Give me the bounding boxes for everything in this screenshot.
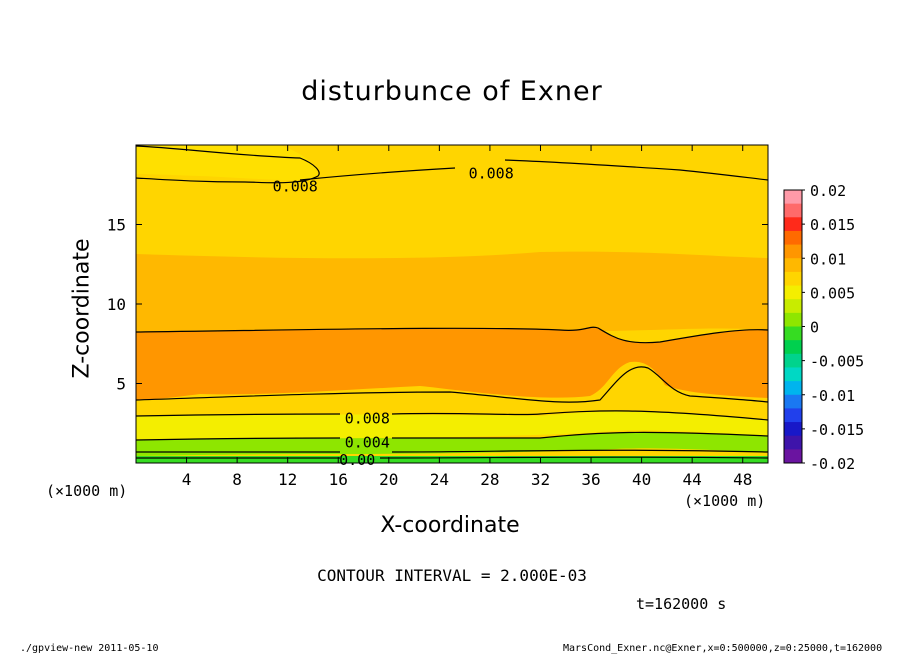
contour-fills xyxy=(136,145,768,463)
contour-label-2: 0.008 xyxy=(345,409,390,427)
contour-line-top-mid xyxy=(299,167,456,181)
colorbar-swatch-4 xyxy=(784,244,802,259)
colorbar-label-7: -0.015 xyxy=(810,421,864,439)
fill-band-0010 xyxy=(136,327,768,400)
contour-line-0002 xyxy=(136,449,769,453)
colorbar-label-3: 0.005 xyxy=(810,284,855,302)
contour-line-0004-left xyxy=(135,437,341,441)
x-tick-label-20: 20 xyxy=(379,470,398,489)
x-tick-label-32: 32 xyxy=(531,470,550,489)
x-tick-label-24: 24 xyxy=(430,470,449,489)
contour-line-0004-right xyxy=(391,431,769,439)
x-tick-label-16: 16 xyxy=(329,470,348,489)
colorbar-swatch-1 xyxy=(784,203,802,218)
y-tick-label-10: 10 xyxy=(107,295,126,314)
colorbar-swatch-0 xyxy=(784,190,802,205)
chart-title: disturbunce of Exner xyxy=(301,76,603,107)
footer-left: ./gpview-new 2011-05-10 xyxy=(20,643,159,654)
x-tick-label-44: 44 xyxy=(683,470,702,489)
contour-interval-note: CONTOUR INTERVAL = 2.000E-03 xyxy=(317,566,587,585)
x-tick-label-12: 12 xyxy=(278,470,297,489)
colorbar-label-6: -0.01 xyxy=(810,387,855,405)
colorbar-swatch-2 xyxy=(784,217,802,232)
colorbar-swatch-6 xyxy=(784,271,802,287)
colorbar-swatch-11 xyxy=(784,340,802,355)
colorbar-swatch-7 xyxy=(784,285,802,300)
colorbar-label-8: -0.02 xyxy=(810,455,855,473)
colorbar-swatch-12 xyxy=(784,353,802,368)
colorbar-label-4: 0 xyxy=(810,319,819,337)
colorbar-swatch-17 xyxy=(784,422,802,437)
colorbar-swatch-9 xyxy=(784,312,802,327)
contour-label-3: 0.004 xyxy=(345,433,390,451)
footer-right: MarsCond_Exner.nc@Exner,x=0:500000,z=0:2… xyxy=(563,643,883,654)
fill-band-0006 xyxy=(136,392,768,420)
contour-line-0010 xyxy=(135,326,769,344)
contour-label-4: 0.00 xyxy=(339,451,375,469)
colorbar-swatch-13 xyxy=(784,367,802,382)
time-stamp: t=162000 s xyxy=(636,595,727,613)
colorbar-swatch-5 xyxy=(784,258,802,273)
x-tick-label-4: 4 xyxy=(182,470,192,489)
colorbar-label-5: -0.005 xyxy=(810,353,864,371)
colorbar-swatch-14 xyxy=(784,381,802,396)
x-tick-label-36: 36 xyxy=(581,470,600,489)
colorbar-label-2: 0.01 xyxy=(810,250,846,268)
x-tick-label-28: 28 xyxy=(480,470,499,489)
fill-band-0000 xyxy=(136,456,768,463)
contour-line-0008-right xyxy=(391,410,769,421)
x-tick-label-40: 40 xyxy=(632,470,651,489)
colorbar: 0.02 0.015 0.01 0.005 0 -0.005 -0.01 -0.015 -0.0… xyxy=(783,182,864,473)
contour-line-top-right xyxy=(504,159,769,181)
contour-line-0010-lower xyxy=(135,366,769,403)
colorbar-label-0: 0.02 xyxy=(810,182,846,200)
colorbar-swatch-15 xyxy=(784,394,802,409)
colorbar-swatch-10 xyxy=(784,326,802,341)
x-axis-label: X-coordinate xyxy=(380,513,520,538)
x-unit-left: (×1000 m) xyxy=(46,482,128,500)
contour-line-top-left xyxy=(135,145,320,184)
fill-top-patch xyxy=(136,145,319,181)
fill-band-0012 xyxy=(136,251,768,332)
colorbar-swatch-3 xyxy=(784,230,802,246)
contour-line-top-left-tail xyxy=(135,177,246,183)
x-unit-right: (×1000 m) xyxy=(684,492,766,510)
y-axis-label: Z-coordinate xyxy=(69,238,95,379)
colorbar-swatch-8 xyxy=(784,299,802,314)
y-tick-label-5: 5 xyxy=(116,375,126,394)
fill-band-0004 xyxy=(136,411,768,440)
contour-line-0008-left xyxy=(135,413,341,417)
contour-label-1: 0.008 xyxy=(469,165,514,183)
contour-line-0000 xyxy=(135,456,769,459)
contour-label-0: 0.008 xyxy=(273,177,318,195)
fill-band-0002 xyxy=(136,432,768,456)
colorbar-swatch-18 xyxy=(784,435,802,450)
x-tick-label-8: 8 xyxy=(232,470,242,489)
x-tick-label-48: 48 xyxy=(733,470,752,489)
y-tick-label-15: 15 xyxy=(107,216,126,235)
colorbar-label-1: 0.015 xyxy=(810,216,855,234)
contour-lines xyxy=(135,145,769,459)
colorbar-swatch-16 xyxy=(784,408,802,423)
colorbar-swatch-19 xyxy=(784,449,802,464)
